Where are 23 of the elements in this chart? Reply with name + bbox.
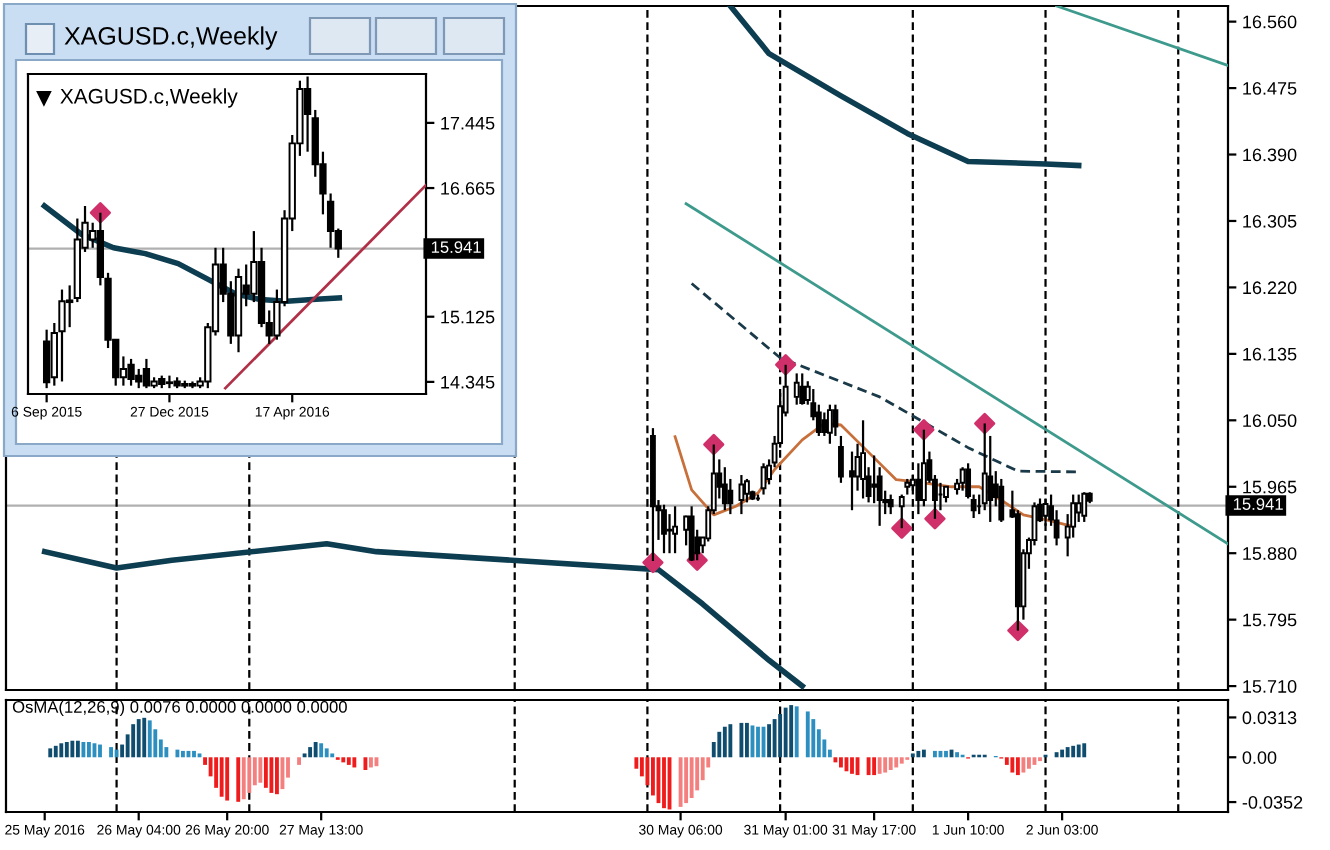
y-tick-label: 15.965 xyxy=(1243,480,1297,494)
y-tick-label: 14.345 xyxy=(441,375,495,389)
ref-line-label: 15.941 xyxy=(431,241,481,254)
y-tick-label: 15.125 xyxy=(441,310,495,324)
y-tick-label: 16.475 xyxy=(1243,82,1297,95)
y-tick-label: 16.220 xyxy=(1243,281,1297,295)
chart-title: OsMA(12,26,9) 0.0076 0.0000 0.0000 0.0000 xyxy=(12,700,347,717)
text: XAGUSD.c,Weekly xyxy=(60,88,238,108)
y-tick-label: 0.0313 xyxy=(1242,711,1297,725)
y-tick-label: -0.0352 xyxy=(1242,796,1303,809)
y-tick-label: 15.710 xyxy=(1243,680,1297,693)
y-tick-label: 15.880 xyxy=(1243,547,1297,560)
y-tick-label: 0.00 xyxy=(1242,751,1277,764)
y-tick-label: 16.305 xyxy=(1243,214,1297,228)
y-tick-label: 16.390 xyxy=(1243,148,1297,162)
ref-line-label: 15.941 xyxy=(1233,498,1283,510)
y-tick-label: 16.135 xyxy=(1243,347,1297,361)
y-tick-label: 16.665 xyxy=(441,181,495,195)
y-tick-label: 15.795 xyxy=(1243,613,1297,627)
y-tick-label: 17.445 xyxy=(441,117,495,130)
chart-title: XAGUSD.c,Weekly xyxy=(64,26,278,50)
y-tick-label: 16.560 xyxy=(1243,15,1297,29)
y-tick-label: 16.050 xyxy=(1243,414,1297,428)
